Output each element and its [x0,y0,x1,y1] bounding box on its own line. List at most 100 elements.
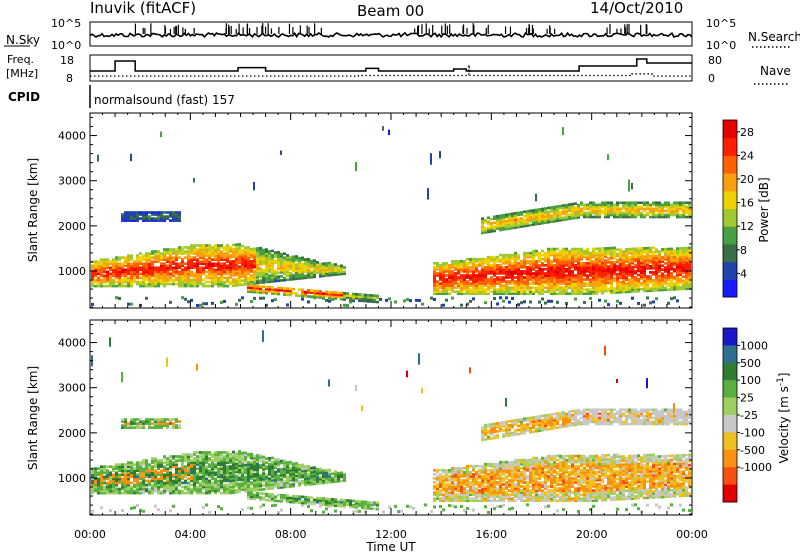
power-cell [373,294,376,298]
power-cell [658,264,661,268]
power-cell [628,278,631,281]
power-cell [652,283,655,286]
power-cell [91,302,94,306]
power-cell [238,269,241,273]
power-cell [244,262,247,266]
power-cell [682,207,685,211]
velocity-cell [142,469,145,473]
power-cell [628,280,631,283]
power-cell [148,274,151,278]
velocity-cell [217,451,220,454]
velocity-cell [118,481,121,485]
power-cell [541,270,544,273]
power-cell [184,270,187,274]
velocity-cell [91,509,94,513]
velocity-cell [223,469,226,473]
power-cell [544,276,547,279]
power-cell [682,283,685,287]
power-cell [571,217,574,220]
power-cell [118,258,121,261]
power-cell [355,161,357,172]
power-cell [592,268,595,271]
power-cell [241,275,244,278]
power-cell [340,297,343,301]
power-cell [280,254,283,258]
power-cell [430,296,433,300]
power-cell [289,268,292,271]
velocity-cell [250,471,253,474]
power-cell [562,204,565,207]
power-cell [247,284,250,287]
power-cell [682,279,685,283]
power-cell [463,284,466,287]
power-cell [448,278,451,281]
power-cell [442,263,445,267]
power-cell [658,203,661,207]
power-cell [505,284,508,287]
power-cell [505,270,508,273]
power-cell [634,259,637,263]
power-cell [247,260,250,263]
power-cell [487,288,490,291]
velocity-cell [232,489,235,492]
velocity-cell [190,469,193,473]
velocity-cell [115,487,118,491]
velocity-cell [235,470,238,474]
power-cell [652,246,655,250]
power-cell [241,254,244,258]
power-cell [523,259,526,263]
power-cell [319,270,322,274]
power-cell [508,223,511,226]
velocity-cell [91,489,94,493]
power-cell [304,290,307,294]
power-cell [205,270,208,274]
power-cell [505,292,508,296]
power-cell [208,262,211,266]
power-cell [526,259,529,263]
power-cell [454,278,457,281]
power-cell [688,205,691,209]
power-cell [268,262,271,265]
power-cell [214,268,217,272]
power-cell [487,268,490,271]
power-cell [181,270,184,274]
power-cell [640,277,643,281]
power-cell [163,219,166,222]
velocity-cell [244,457,247,461]
power-cell [541,274,544,277]
power-cell [265,276,268,280]
velocity-cell [247,467,250,470]
power-cell [622,282,625,286]
velocity-cell [133,467,136,471]
velocity-cell [124,420,127,423]
power-cell [538,272,541,275]
power-cell [610,260,613,264]
power-cell [535,272,538,275]
velocity-cell [169,420,172,423]
power-cell [178,272,181,276]
power-cell [475,270,478,273]
power-cell [676,277,679,281]
power-cell [628,262,631,265]
power-cell [481,231,484,235]
power-cell [688,285,691,288]
power-cell [631,255,634,259]
power-cell [499,253,502,257]
power-cell [607,203,610,207]
power-cell [535,276,538,279]
velocity-cell [256,462,259,465]
power-cell [160,215,163,218]
power-cell [265,248,268,251]
power-cell [562,253,565,257]
power-cell [670,251,673,255]
velocity-cell [100,469,103,473]
power-cell [496,216,499,220]
velocity-cell [121,487,124,491]
power-cell [127,262,130,266]
velocity-cell [202,469,205,473]
power-cell [553,251,556,255]
velocity-cell [166,424,169,427]
power-colorbar-frame [722,119,738,298]
power-cell [595,261,598,265]
velocity-cell [211,485,214,489]
